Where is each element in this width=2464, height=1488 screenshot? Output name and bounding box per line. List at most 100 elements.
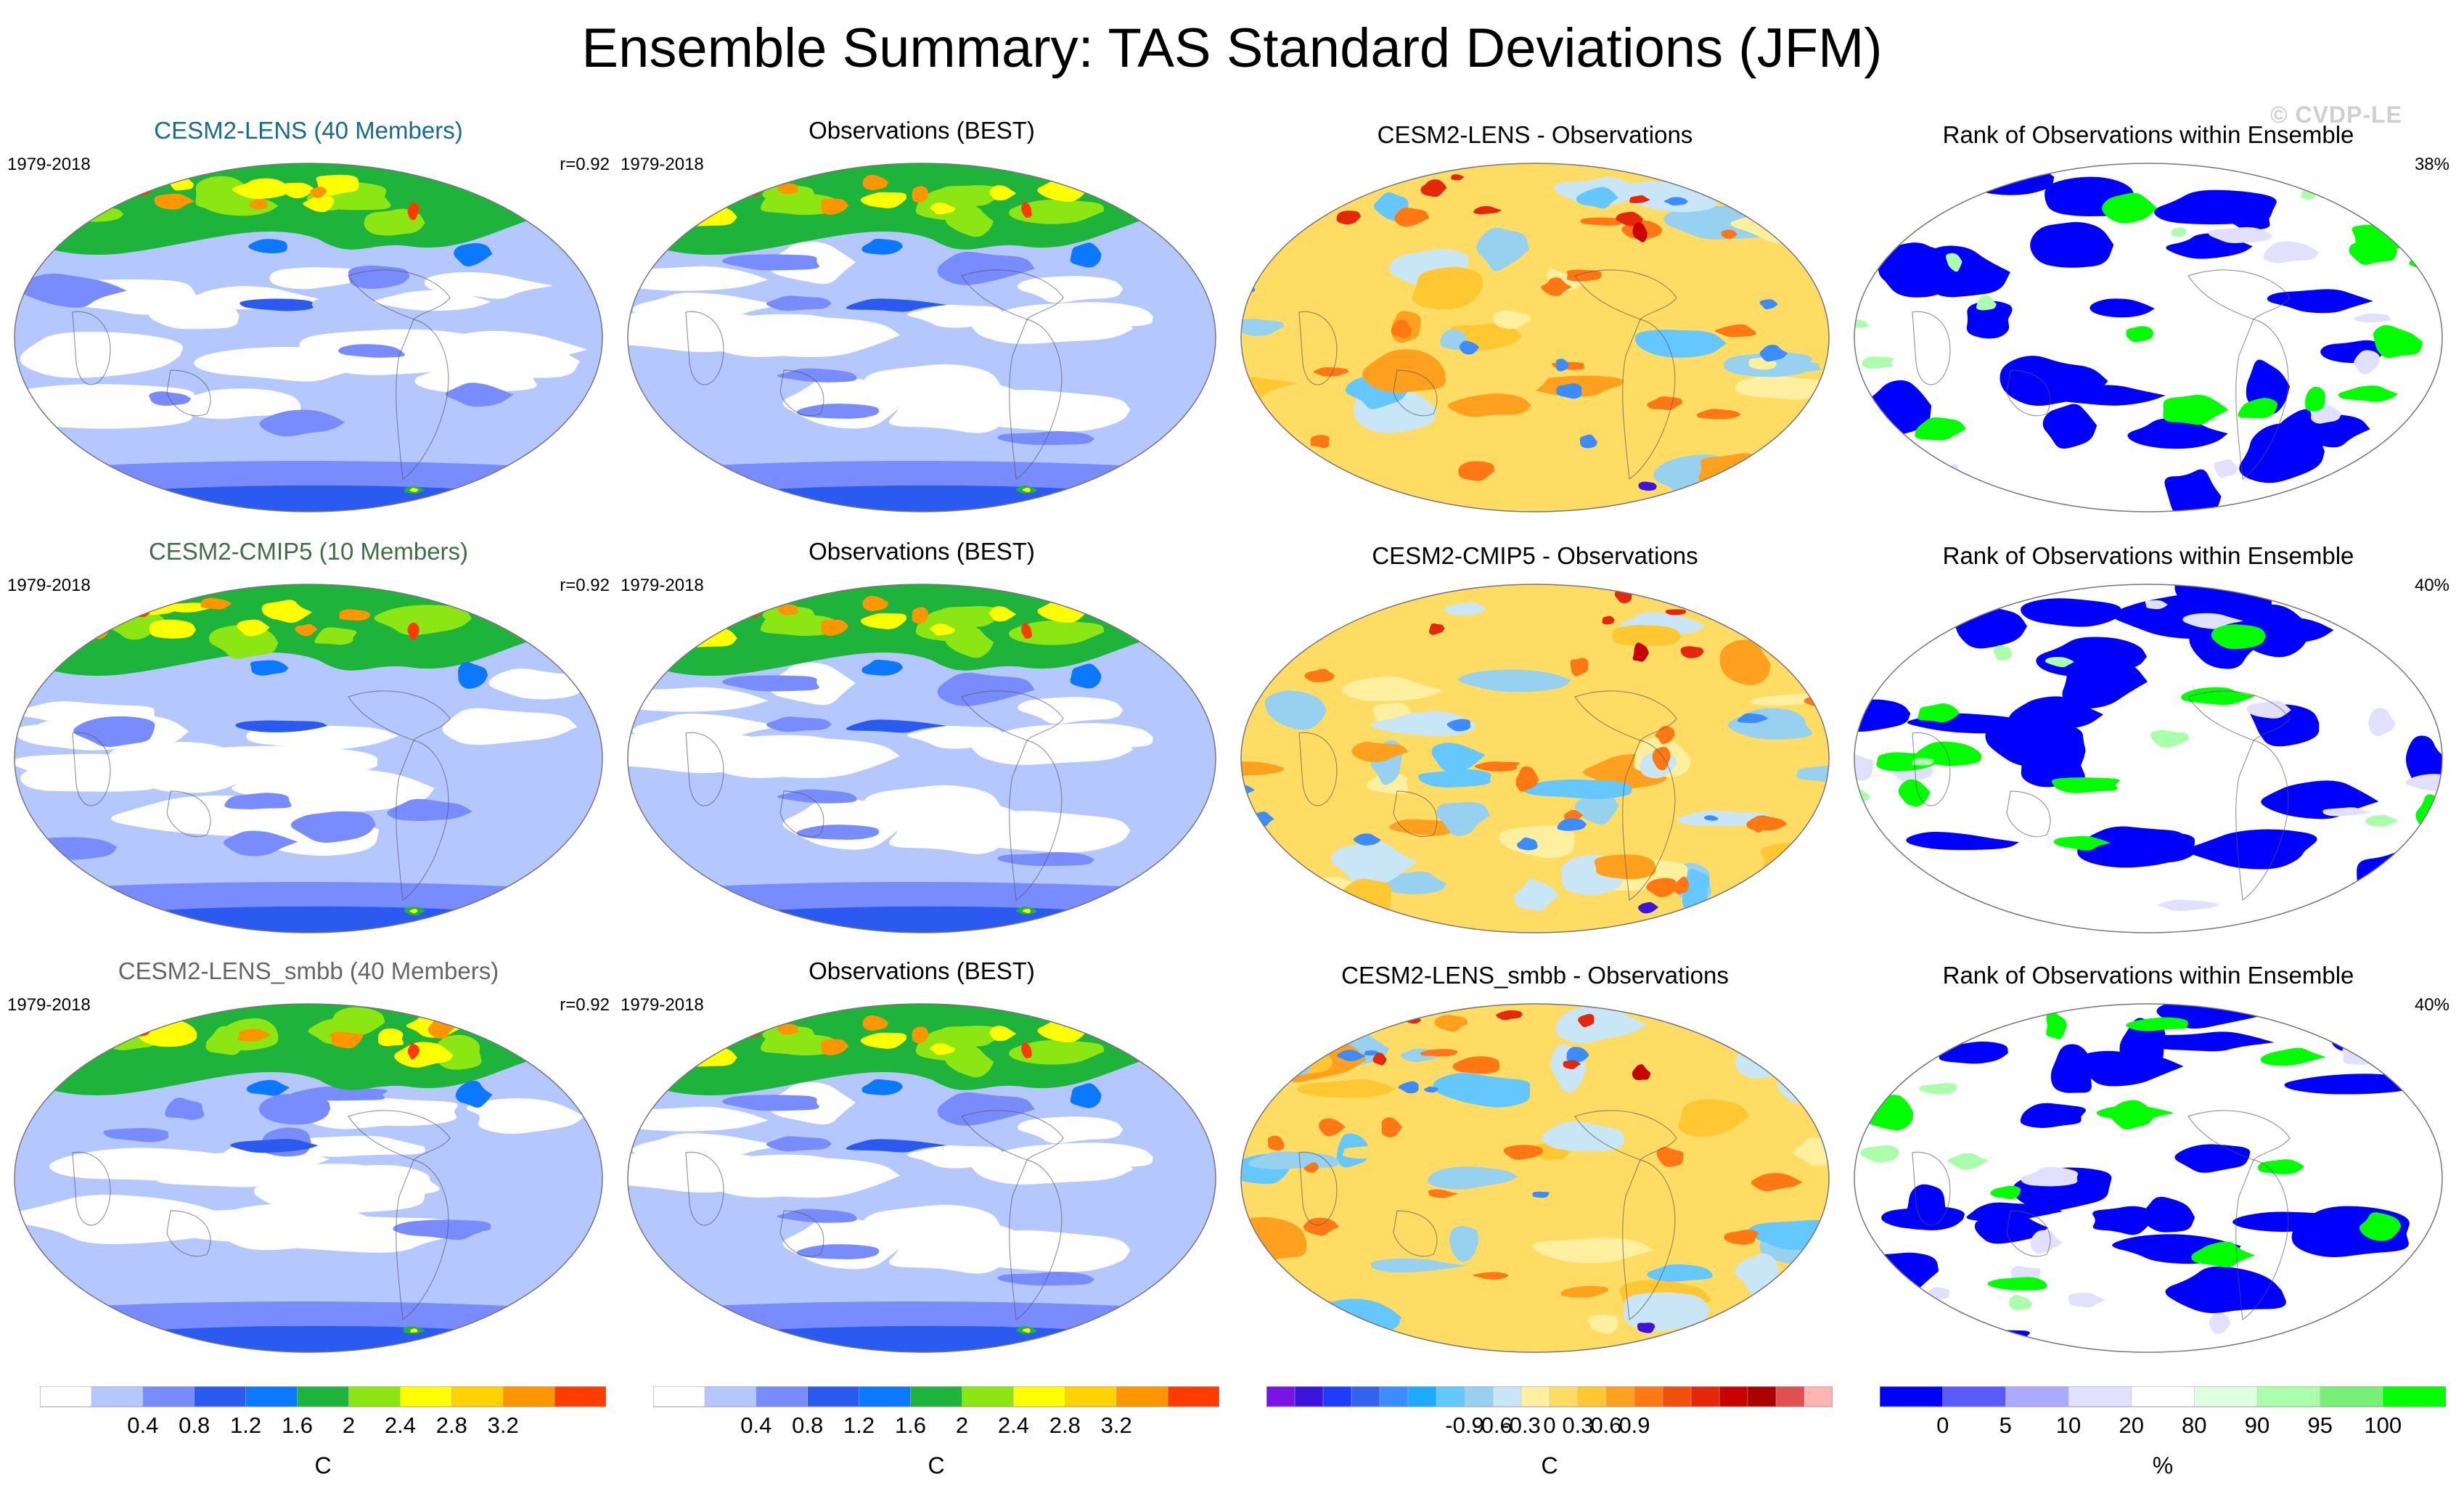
colorbar-tick-label: 1.6: [895, 1413, 926, 1438]
rank-percent: 38%: [2414, 155, 2449, 174]
colorbar-tick-label: 2.4: [385, 1413, 416, 1438]
correlation-label: r=0.92: [560, 576, 610, 595]
panel-title: Rank of Observations within Ensemble: [1942, 121, 2354, 148]
colorbar-swatch: [1379, 1386, 1409, 1407]
colorbar-swatch: [653, 1386, 705, 1407]
watermark: © CVDP-LE: [2270, 102, 2402, 128]
map-model: [14, 163, 603, 512]
colorbar-swatch: [807, 1386, 860, 1407]
period-label: 1979-2018: [621, 155, 704, 174]
colorbar-frame: [1880, 1386, 2446, 1407]
colorbar-swatch: [2256, 1386, 2321, 1407]
panel-title: Observations (BEST): [809, 538, 1035, 565]
colorbar-swatch: [704, 1386, 757, 1407]
colorbar-swatch: [451, 1386, 504, 1407]
panel-diff-1: CESM2-LENS - Observations: [1234, 116, 1836, 523]
panel-title: CESM2-CMIP5 - Observations: [1372, 542, 1698, 569]
colorbar-swatch: [1690, 1386, 1720, 1407]
colorbar-swatch: [2005, 1386, 2069, 1407]
colorbar-stddev-model: 0.4 0.8 1.2 1.6 2 2.4 2.8 3.2 C: [40, 1386, 606, 1488]
colorbar-swatch: [400, 1386, 453, 1407]
colorbar-tick-label: 95: [2307, 1413, 2332, 1438]
colorbar-tick-label: 1.2: [843, 1413, 875, 1438]
colorbar-tick-label: 1.2: [230, 1413, 261, 1438]
colorbar-swatch: [1880, 1386, 1944, 1407]
panel-obs-1: Observations (BEST) 1979-2018: [621, 116, 1223, 523]
colorbar-tick-label: 0.4: [127, 1413, 158, 1438]
panel-title: Observations (BEST): [809, 957, 1035, 984]
colorbar-swatch: [756, 1386, 809, 1407]
map-observations: [627, 1003, 1216, 1353]
colorbar-frame: [40, 1386, 606, 1407]
map-model: [14, 1003, 603, 1353]
colorbar-tick-label: 0.6: [1590, 1413, 1621, 1438]
colorbar-swatch: [1464, 1386, 1494, 1407]
panel-title: CESM2-LENS_smbb (40 Members): [118, 957, 499, 984]
period-label: 1979-2018: [621, 576, 704, 595]
colorbar-swatch: [1407, 1386, 1437, 1407]
colorbar-stddev-obs: 0.4 0.8 1.2 1.6 2 2.4 2.8 3.2 C: [653, 1386, 1219, 1488]
colorbar-tick-label: 3.2: [488, 1413, 519, 1438]
panel-rank-3: Rank of Observations within Ensemble 40%: [1847, 957, 2449, 1363]
colorbar-tick-label: -0.6: [1473, 1413, 1512, 1438]
colorbar-swatch: [1942, 1386, 2007, 1407]
colorbar-tick-label: 90: [2245, 1413, 2269, 1438]
panel-obs-3: Observations (BEST) 1979-2018: [621, 957, 1223, 1363]
period-label: 1979-2018: [7, 155, 91, 174]
period-label: 1979-2018: [7, 995, 91, 1015]
colorbar-swatch: [1065, 1386, 1117, 1407]
colorbar-tick-label: 0.4: [740, 1413, 771, 1438]
colorbar-swatch: [1747, 1386, 1777, 1407]
colorbar-swatch: [1804, 1386, 1833, 1407]
period-label: 1979-2018: [7, 576, 91, 595]
correlation-label: r=0.92: [560, 155, 610, 174]
colorbar-tick-label: 1.6: [282, 1413, 313, 1438]
colorbar-tick-label: 2: [956, 1413, 968, 1438]
colorbar-swatch: [1013, 1386, 1066, 1407]
colorbar-swatch: [1662, 1386, 1692, 1407]
colorbar-swatch: [1775, 1386, 1805, 1407]
map-rank: [1854, 1003, 2443, 1353]
colorbar-tick-label: 100: [2364, 1413, 2402, 1438]
colorbar-swatch: [2068, 1386, 2132, 1407]
colorbar-unit: C: [314, 1452, 332, 1479]
colorbar-frame: [1266, 1386, 1833, 1407]
map-difference: [1240, 163, 1830, 512]
colorbar-swatch: [1520, 1386, 1550, 1407]
colorbar-swatch: [1322, 1386, 1352, 1407]
map-rank: [1854, 163, 2443, 512]
map-observations: [627, 584, 1216, 933]
map-model: [14, 584, 603, 933]
panel-diff-2: CESM2-CMIP5 - Observations: [1234, 537, 1836, 944]
panel-rank-1: Rank of Observations within Ensemble 38%: [1847, 116, 2449, 523]
colorbar-swatch: [1167, 1386, 1219, 1407]
panel-title: Rank of Observations within Ensemble: [1942, 542, 2354, 569]
colorbar-swatch: [1549, 1386, 1579, 1407]
colorbar-swatch: [962, 1386, 1015, 1407]
panel-rank-2: Rank of Observations within Ensemble 40%: [1847, 537, 2449, 944]
panel-title: CESM2-CMIP5 (10 Members): [148, 538, 469, 565]
colorbar-tick-label: 2: [343, 1413, 355, 1438]
colorbar-swatch: [2320, 1386, 2384, 1407]
colorbar-swatch: [194, 1386, 247, 1407]
panel-title: Rank of Observations within Ensemble: [1942, 962, 2354, 989]
panel-title: CESM2-LENS (40 Members): [154, 117, 463, 144]
colorbar-tick-label: 2.4: [998, 1413, 1029, 1438]
colorbar-swatch: [859, 1386, 912, 1407]
rank-percent: 40%: [2414, 995, 2449, 1015]
colorbar-tick-label: -0.3: [1502, 1413, 1540, 1438]
page-title: Ensemble Summary: TAS Standard Deviation…: [581, 17, 1883, 79]
colorbar-tick-label: 80: [2182, 1413, 2206, 1438]
colorbar-swatch: [2383, 1386, 2446, 1407]
colorbar-swatch: [142, 1386, 195, 1407]
colorbar-frame: [653, 1386, 1219, 1407]
colorbar-swatch: [1266, 1386, 1296, 1407]
panel-title: CESM2-LENS_smbb - Observations: [1341, 962, 1729, 989]
colorbar-tick-label: 2.8: [436, 1413, 467, 1438]
colorbar-tick-label: 2.8: [1049, 1413, 1081, 1438]
map-rank: [1854, 584, 2443, 933]
rank-percent: 40%: [2414, 576, 2449, 595]
map-difference: [1240, 584, 1830, 933]
colorbar-swatch: [1634, 1386, 1663, 1407]
colorbar-swatch: [1719, 1386, 1748, 1407]
